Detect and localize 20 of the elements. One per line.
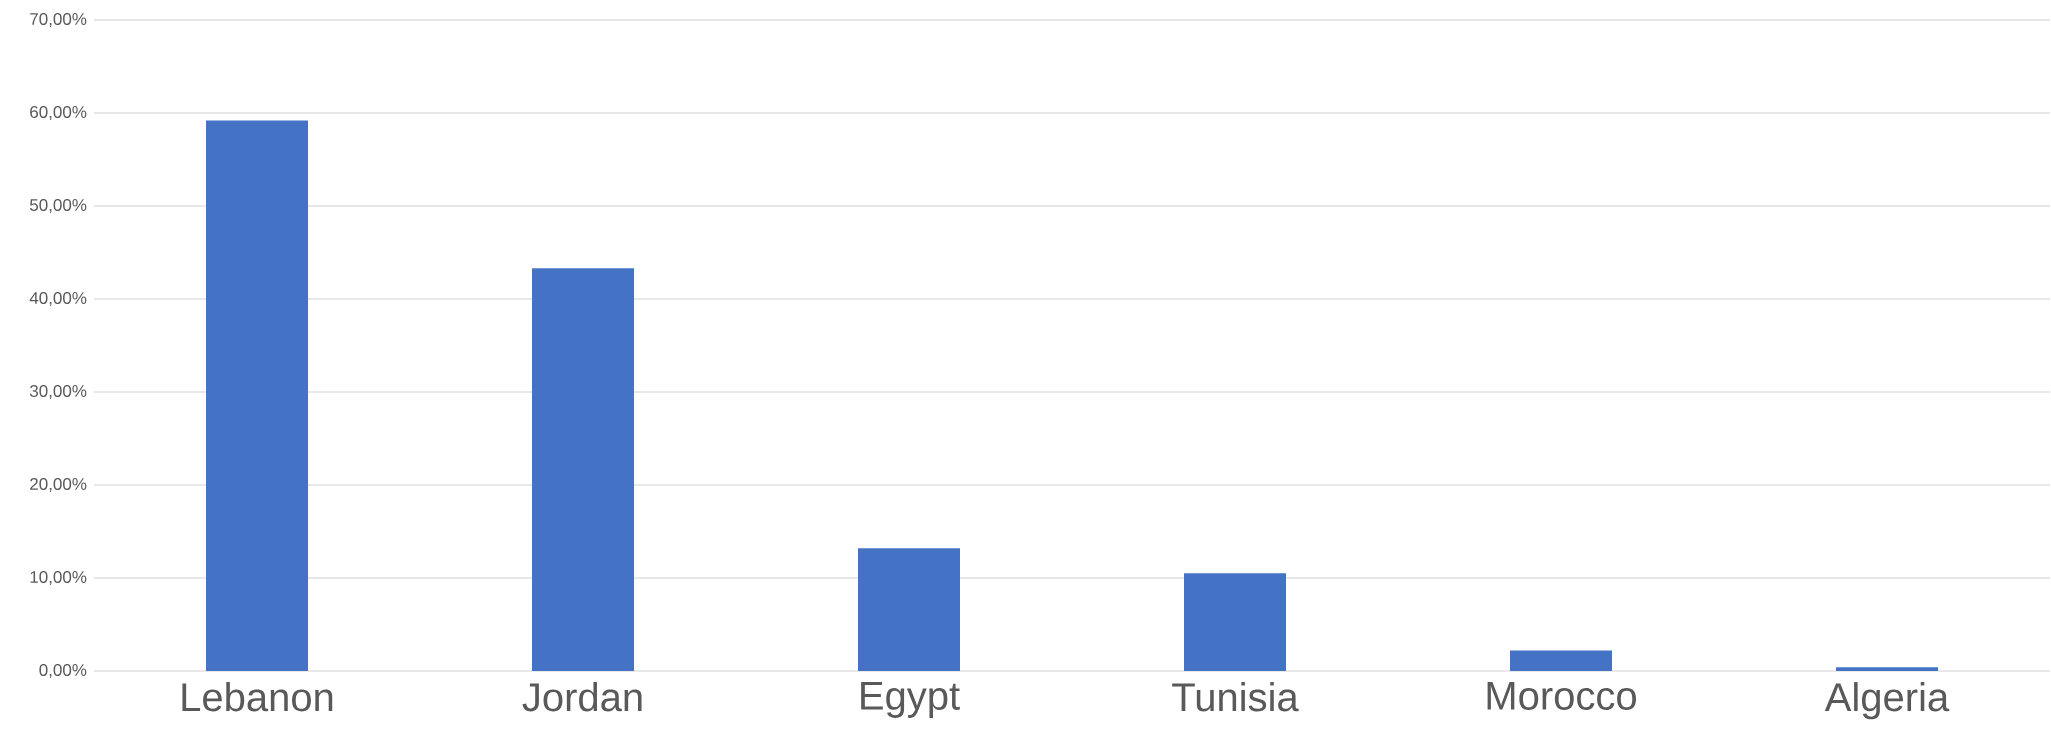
- x-tick-label: Egypt: [861, 682, 960, 718]
- bar: [1510, 650, 1612, 671]
- x-tick-label: Morocco: [1487, 682, 1636, 710]
- y-tick-label: 50,00%: [29, 198, 87, 213]
- y-tick-label: 70,00%: [30, 12, 87, 28]
- y-tick-label: 0,00%: [39, 663, 87, 678]
- x-tick-label: Algeria: [1824, 682, 1950, 720]
- y-tick-label: 10,00%: [30, 570, 87, 585]
- x-tick-label: Lebanon: [182, 682, 333, 712]
- bar: [532, 268, 635, 671]
- y-tick-label: 60,00%: [30, 105, 87, 121]
- bar: [1184, 573, 1286, 671]
- x-tick-label: Jordan: [522, 682, 642, 712]
- y-tick-label: 20,00%: [30, 477, 87, 492]
- x-tick-label: Tunisia: [1172, 682, 1299, 712]
- bar: [1835, 667, 1938, 671]
- bar: [858, 548, 961, 671]
- bar: [206, 120, 309, 671]
- y-tick-label: 40,00%: [29, 291, 87, 306]
- y-tick-label: 30,00%: [29, 384, 87, 399]
